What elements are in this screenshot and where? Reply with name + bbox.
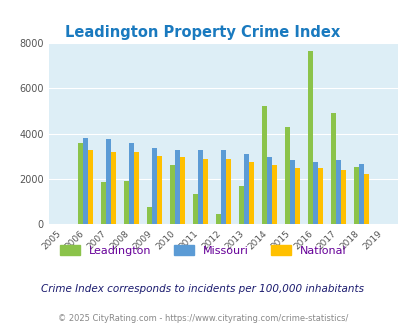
Bar xyxy=(128,143,134,224)
Bar xyxy=(243,154,248,224)
Bar xyxy=(248,162,253,224)
Bar xyxy=(317,168,322,224)
Bar xyxy=(106,139,111,224)
Bar xyxy=(220,150,225,224)
Text: Crime Index corresponds to incidents per 100,000 inhabitants: Crime Index corresponds to incidents per… xyxy=(41,284,364,294)
Bar xyxy=(335,160,340,224)
Bar xyxy=(100,182,106,224)
Bar xyxy=(151,148,156,224)
Bar xyxy=(215,214,220,224)
Bar xyxy=(83,138,88,224)
Bar xyxy=(261,106,266,224)
Bar xyxy=(271,165,276,224)
Bar xyxy=(307,51,312,224)
Bar xyxy=(330,113,335,224)
Bar xyxy=(294,168,299,224)
Text: Leadington Property Crime Index: Leadington Property Crime Index xyxy=(65,25,340,41)
Bar xyxy=(363,174,368,224)
Bar xyxy=(169,165,175,224)
Bar xyxy=(312,162,317,224)
Bar xyxy=(358,164,363,224)
Bar xyxy=(225,159,230,224)
Bar xyxy=(238,186,243,224)
Bar xyxy=(202,159,207,224)
Legend: Leadington, Missouri, National: Leadington, Missouri, National xyxy=(55,241,350,260)
Bar xyxy=(124,181,128,224)
Text: © 2025 CityRating.com - https://www.cityrating.com/crime-statistics/: © 2025 CityRating.com - https://www.city… xyxy=(58,314,347,323)
Bar xyxy=(340,170,345,224)
Bar xyxy=(197,150,202,224)
Bar xyxy=(88,150,93,224)
Bar xyxy=(78,143,83,224)
Bar xyxy=(289,160,294,224)
Bar xyxy=(192,194,197,224)
Bar xyxy=(353,167,358,224)
Bar xyxy=(266,157,271,224)
Bar xyxy=(156,156,162,224)
Bar xyxy=(179,157,185,224)
Bar xyxy=(147,207,151,224)
Bar xyxy=(284,127,289,224)
Bar xyxy=(111,152,116,224)
Bar xyxy=(175,149,179,224)
Bar xyxy=(134,152,139,224)
